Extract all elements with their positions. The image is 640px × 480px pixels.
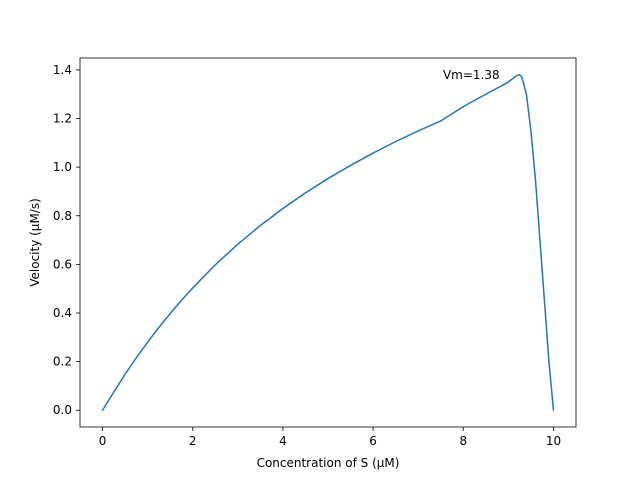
x-tick-label: 6 (369, 434, 377, 448)
y-tick-label: 0.0 (53, 403, 72, 417)
y-tick-label: 1.2 (53, 112, 72, 126)
y-tick-label: 1.4 (53, 63, 72, 77)
y-tick-label: 0.4 (53, 306, 72, 320)
y-axis-ticks: 0.0 0.2 0.4 0.6 0.8 1.0 1.2 1.4 (53, 63, 80, 417)
plot-frame (79, 57, 577, 428)
velocity-line (101, 74, 555, 411)
plot-area (80, 58, 576, 427)
x-tick-label: 2 (189, 434, 197, 448)
vm-annotation: Vm=1.38 (443, 68, 500, 82)
x-axis-ticks: 0 2 4 6 8 10 (99, 427, 561, 448)
y-tick-label: 0.2 (53, 355, 72, 369)
x-tick-label: 10 (546, 434, 561, 448)
x-tick-label: 0 (99, 434, 107, 448)
x-axis-label: Concentration of S (μM) (257, 456, 400, 470)
x-tick-label: 4 (279, 434, 287, 448)
y-tick-label: 0.8 (53, 209, 72, 223)
y-tick-label: 1.0 (53, 160, 72, 174)
x-tick-label: 8 (459, 434, 467, 448)
y-tick-label: 0.6 (53, 257, 72, 271)
y-axis-label: Velocity (μM/s) (28, 198, 42, 287)
